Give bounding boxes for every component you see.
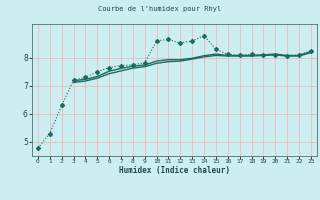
X-axis label: Humidex (Indice chaleur): Humidex (Indice chaleur) <box>119 166 230 175</box>
Text: Courbe de l'humidex pour Rhyl: Courbe de l'humidex pour Rhyl <box>98 6 222 12</box>
